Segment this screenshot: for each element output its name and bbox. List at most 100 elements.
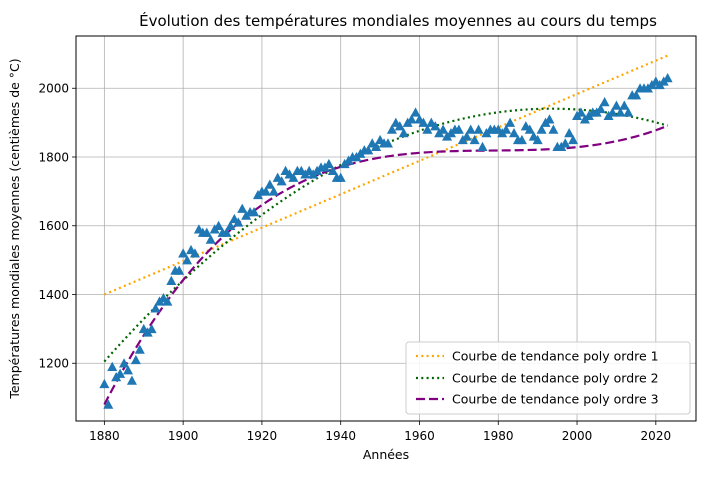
data-point bbox=[477, 141, 488, 151]
data-point bbox=[398, 127, 409, 138]
data-point bbox=[453, 124, 464, 134]
data-point bbox=[509, 127, 520, 138]
x-tick-label: 1920 bbox=[247, 429, 278, 443]
data-point bbox=[264, 179, 275, 189]
data-point bbox=[438, 124, 449, 134]
data-point bbox=[363, 145, 374, 155]
data-point bbox=[146, 323, 157, 334]
data-point bbox=[150, 303, 161, 313]
data-point bbox=[516, 134, 527, 145]
y-tick-label: 1600 bbox=[38, 219, 69, 233]
data-point bbox=[323, 158, 334, 169]
data-point bbox=[221, 227, 232, 237]
data-point bbox=[382, 138, 393, 148]
data-point bbox=[174, 265, 185, 275]
data-point bbox=[461, 131, 472, 141]
data-point bbox=[575, 107, 586, 117]
data-point bbox=[249, 207, 260, 217]
data-point bbox=[103, 399, 114, 409]
data-point bbox=[122, 365, 133, 375]
data-point bbox=[473, 124, 484, 134]
data-point bbox=[213, 220, 224, 230]
legend-box bbox=[405, 341, 691, 415]
data-point bbox=[501, 124, 512, 134]
legend-label-trend-3: Courbe de tendance poly ordre 3 bbox=[452, 392, 659, 407]
data-point bbox=[327, 165, 338, 175]
x-tick-label: 1880 bbox=[89, 429, 120, 443]
trend-line-order-2 bbox=[103, 107, 668, 363]
data-point bbox=[418, 117, 429, 127]
data-point bbox=[268, 186, 279, 196]
x-tick-label: 1960 bbox=[404, 429, 435, 443]
data-point bbox=[107, 361, 118, 371]
data-point bbox=[335, 172, 346, 182]
y-tick-label: 1800 bbox=[38, 150, 69, 164]
x-axis-label: Années bbox=[363, 447, 409, 462]
data-point bbox=[662, 72, 673, 83]
data-point bbox=[564, 127, 575, 138]
data-point bbox=[615, 107, 626, 117]
y-tick-label: 2000 bbox=[38, 82, 69, 96]
data-point bbox=[524, 124, 535, 134]
data-point bbox=[260, 186, 271, 196]
data-point bbox=[189, 248, 200, 258]
legend: Courbe de tendance poly ordre 1 Courbe d… bbox=[405, 341, 691, 415]
data-point bbox=[162, 296, 173, 306]
data-point bbox=[126, 375, 137, 385]
data-point bbox=[430, 121, 441, 131]
data-point bbox=[532, 134, 543, 145]
y-tick-label: 1200 bbox=[38, 357, 69, 371]
data-point bbox=[166, 275, 177, 285]
data-points bbox=[99, 72, 673, 409]
x-tick-label: 1940 bbox=[325, 429, 356, 443]
legend-label-trend-2: Courbe de tendance poly ordre 2 bbox=[452, 371, 659, 386]
data-point bbox=[178, 248, 189, 258]
y-axis-ticks: 1200 1400 1600 1800 2000 bbox=[38, 82, 76, 371]
data-point bbox=[182, 255, 193, 265]
data-point bbox=[505, 117, 516, 127]
data-point bbox=[288, 172, 299, 182]
data-point bbox=[599, 97, 610, 107]
data-point bbox=[631, 90, 642, 100]
data-point bbox=[276, 176, 287, 186]
data-point bbox=[536, 124, 547, 134]
data-point bbox=[119, 358, 130, 368]
data-point bbox=[205, 234, 216, 244]
data-point bbox=[394, 121, 405, 131]
chart-title: Évolution des températures mondiales moy… bbox=[139, 11, 657, 30]
data-point bbox=[607, 107, 618, 117]
data-point bbox=[406, 114, 417, 124]
y-axis-label: Températures mondiales moyennes (centièm… bbox=[7, 58, 22, 399]
data-point bbox=[544, 114, 555, 124]
x-tick-label: 1900 bbox=[168, 429, 199, 443]
y-tick-label: 1400 bbox=[38, 288, 69, 302]
data-point bbox=[623, 107, 634, 117]
plot-frame bbox=[75, 35, 697, 422]
data-point bbox=[548, 124, 559, 134]
x-tick-label: 2020 bbox=[641, 429, 672, 443]
x-tick-label: 2000 bbox=[562, 429, 593, 443]
data-point bbox=[371, 141, 382, 151]
trend-line-order-3 bbox=[103, 124, 669, 406]
data-point bbox=[130, 354, 141, 365]
data-point bbox=[237, 203, 248, 213]
data-point bbox=[469, 134, 480, 145]
data-point bbox=[386, 124, 397, 134]
data-point bbox=[619, 100, 630, 110]
data-point bbox=[115, 368, 126, 378]
data-point bbox=[99, 378, 110, 389]
data-point bbox=[225, 220, 236, 230]
legend-label-trend-1: Courbe de tendance poly ordre 1 bbox=[452, 349, 659, 364]
x-axis-ticks: 1880 1900 1920 1940 1960 1980 2000 2020 bbox=[89, 421, 671, 443]
data-point bbox=[422, 124, 433, 134]
data-point bbox=[560, 138, 571, 148]
data-point bbox=[134, 344, 145, 354]
data-point bbox=[465, 124, 476, 134]
data-point bbox=[611, 100, 622, 110]
data-point bbox=[201, 227, 212, 237]
data-point bbox=[568, 134, 579, 145]
data-point bbox=[595, 103, 606, 114]
data-point bbox=[410, 107, 421, 117]
